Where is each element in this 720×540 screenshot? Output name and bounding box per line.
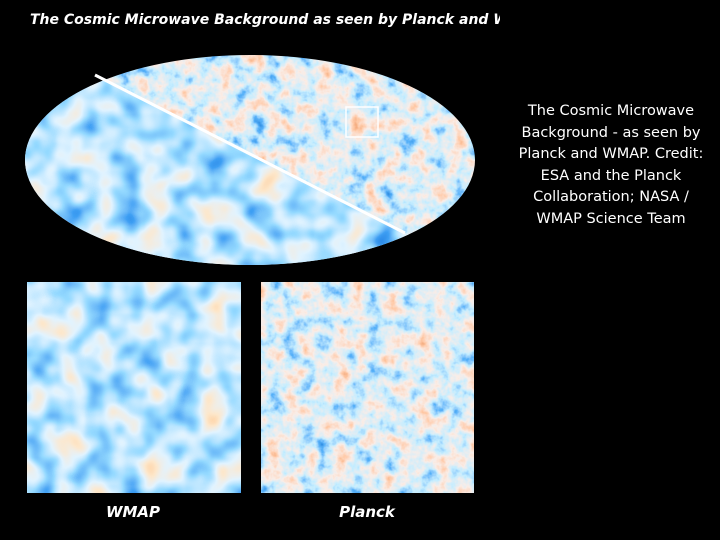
divider	[94, 73, 406, 235]
sky-map	[25, 55, 475, 265]
cmb-figure: The Cosmic Microwave Background as seen …	[25, 12, 500, 521]
caption: The Cosmic Microwave Background - as see…	[518, 103, 704, 227]
planck-panel	[260, 281, 475, 494]
zoom-box	[345, 106, 379, 138]
figure-title: The Cosmic Microwave Background as seen …	[30, 12, 500, 28]
wmap-panel	[26, 281, 242, 494]
wmap-label: WMAP	[106, 503, 160, 521]
planck-label: Planck	[339, 503, 396, 521]
